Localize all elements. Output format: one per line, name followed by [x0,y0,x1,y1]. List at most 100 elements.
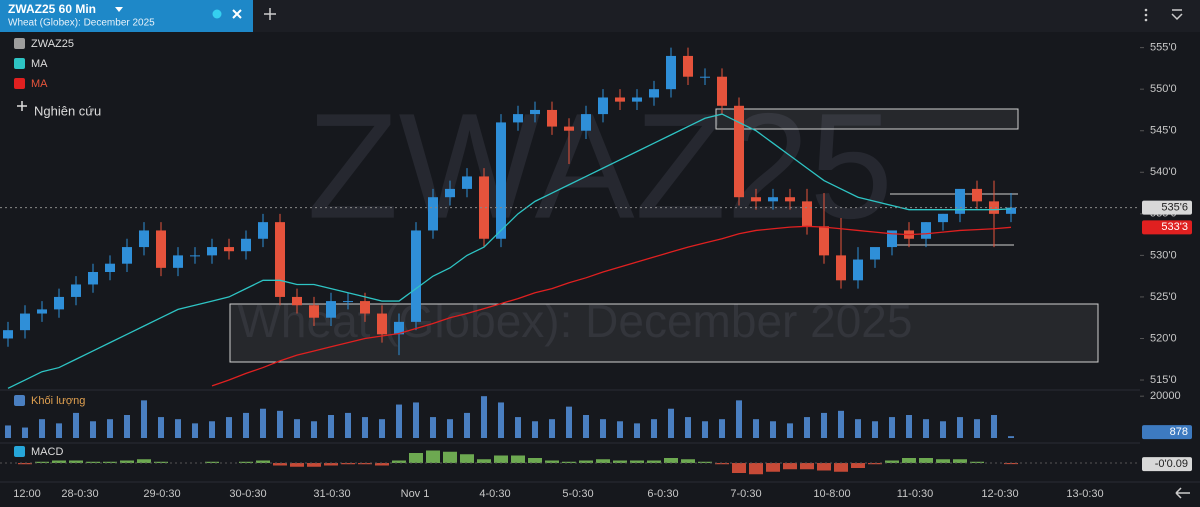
volume-bar [974,419,980,438]
candle-body [666,55,676,90]
candle-body [139,230,149,248]
tab-dropdown[interactable] [115,7,123,12]
volume-bar [447,419,453,438]
candle-body [377,313,387,335]
last-value-label: -0'0.09 [1155,458,1188,470]
candle-body [224,247,234,252]
volume-bar [617,421,623,438]
time-label: 10-8:00 [813,488,850,500]
candle-body [785,197,795,202]
macd-bar [596,459,610,463]
candle-body [445,188,455,198]
time-label: 30-0:30 [229,488,266,500]
macd-bar [392,460,406,463]
time-label: 28-0:30 [61,488,98,500]
volume-bar [855,419,861,438]
candle-body [768,197,778,202]
macd-bar [902,458,916,463]
volume-bar [90,421,96,438]
time-label: 13-0:30 [1066,488,1103,500]
candle-body [581,114,591,131]
legend-swatch [14,58,25,69]
volume-bar [345,412,351,438]
macd-bar [239,461,253,463]
status-dot [212,9,222,19]
volume-bar [753,419,759,438]
candle-body [496,122,506,239]
last-price-label: 535'6 [1161,202,1188,214]
candle-body [428,197,438,231]
moving-average [7,113,1012,389]
candle-body [513,114,523,123]
volume-bar [22,427,28,438]
volume-bar [702,421,708,438]
candle-body [853,259,863,281]
legend-swatch [14,78,25,89]
volume-bar [328,415,334,438]
macd-bar [324,463,338,466]
time-label: 4-0:30 [479,488,510,500]
volume-bar [192,423,198,438]
volume-bar [787,423,793,438]
candle-body [3,330,13,339]
macd-bar [358,463,372,465]
macd-bar [630,460,644,463]
candle-body [598,97,608,115]
volume-bar [294,419,300,438]
candle-body [955,188,965,214]
macd-bar [766,463,780,472]
volume-bar [464,412,470,438]
macd-bar [698,461,712,463]
last-price-label-box [1142,200,1192,215]
last-value-label-box [1142,425,1192,440]
macd-bar [545,460,559,463]
menu[interactable] [1144,8,1148,22]
candle-body [989,201,999,214]
macd-bar [307,463,321,467]
candle-body [241,238,251,252]
macd-bar [35,461,49,463]
collapse[interactable] [1171,9,1183,21]
macd-bar [443,451,457,463]
candle-body [343,301,353,303]
moving-average [211,225,1012,387]
candle-body [258,222,268,239]
add-tab[interactable] [264,8,276,20]
legend-label: Khối lượng [31,395,85,407]
macd-bar [273,463,287,466]
tab[interactable] [0,0,253,32]
study-button[interactable]: Nghiên cứu [34,103,101,118]
candle-body [326,301,336,318]
volume-bar [872,421,878,438]
macd-bar [885,460,899,463]
candle-body [360,301,370,314]
candle-body [530,109,540,115]
candle-body [938,213,948,223]
volume-bar [991,415,997,438]
y-tick-label: 525'0 [1150,291,1177,303]
time-label: Nov 1 [401,488,430,500]
y-tick-label: 515'0 [1150,374,1177,386]
candle-body [921,222,931,239]
macd-bar [715,463,729,465]
candle-body [734,105,744,198]
volume-bar [719,419,725,438]
candle-body [819,226,829,256]
time-label: 6-0:30 [647,488,678,500]
study-icon[interactable] [17,101,27,111]
macd-bar [800,463,814,470]
close-tab[interactable] [232,9,242,19]
y-tick-label: 540'0 [1150,166,1177,178]
macd-bar [494,455,508,463]
time-label: 12:00 [13,488,41,500]
volume-bar [73,412,79,438]
volume-bar [889,417,895,438]
back-arrow[interactable] [1175,487,1190,499]
macd-bar [953,459,967,463]
candle-body [411,230,421,322]
time-label: 29-0:30 [143,488,180,500]
volume-bar [39,419,45,438]
volume-bar [804,417,810,438]
candle-body [20,313,30,331]
volume-bar [277,410,283,438]
